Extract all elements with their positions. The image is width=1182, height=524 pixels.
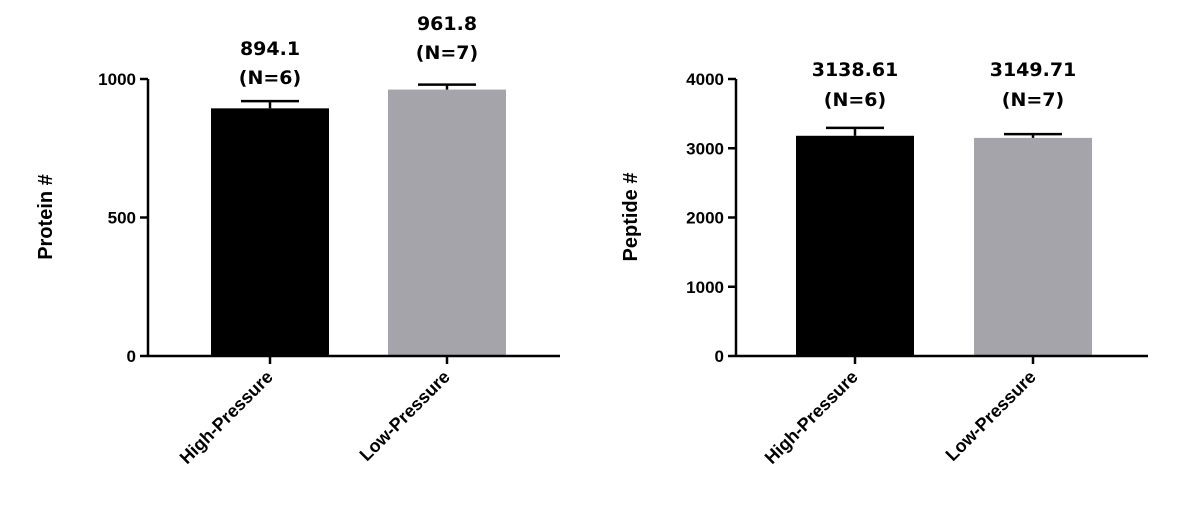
error-bar — [418, 83, 476, 90]
x-tick-label: Low-Pressure — [356, 367, 454, 465]
x-tick-label: High-Pressure — [761, 367, 862, 468]
y-axis-label: Protein # — [35, 174, 57, 260]
y-tick-label: 0 — [715, 347, 724, 366]
data-label: (N=7) — [416, 42, 478, 64]
y-tick-label: 3000 — [686, 139, 724, 158]
y-tick-label: 1000 — [98, 70, 136, 89]
data-label: (N=6) — [824, 89, 886, 111]
x-tick-label: Low-Pressure — [942, 367, 1040, 465]
bar-low-pressure — [974, 137, 1092, 356]
x-tick-label: High-Pressure — [176, 367, 277, 468]
y-tick-label: 4000 — [686, 70, 724, 89]
data-label: 894.1 — [240, 38, 300, 60]
peptide-chart: 0 1000 2000 3000 4000 High-Pressure Low-Pressu… — [620, 59, 1148, 468]
error-bar — [241, 99, 299, 109]
error-bar — [826, 126, 884, 136]
y-tick-label: 500 — [108, 209, 136, 228]
protein-chart: 0 500 1000 High-Pressure Low-Pressure Protein… — [35, 13, 560, 468]
data-label: 961.8 — [417, 13, 477, 35]
y-axis-label: Peptide # — [620, 173, 642, 262]
y-tick-label: 0 — [127, 347, 136, 366]
data-label: (N=7) — [1002, 89, 1064, 111]
bar-high-pressure — [796, 135, 914, 356]
y-tick-label: 2000 — [686, 209, 724, 228]
y-tick-label: 1000 — [686, 278, 724, 297]
error-bar — [1004, 132, 1062, 138]
data-label: (N=6) — [239, 67, 301, 89]
bar-high-pressure — [211, 108, 329, 357]
data-label: 3138.61 — [812, 59, 899, 81]
bar-low-pressure — [388, 89, 506, 357]
data-label: 3149.71 — [990, 59, 1077, 81]
